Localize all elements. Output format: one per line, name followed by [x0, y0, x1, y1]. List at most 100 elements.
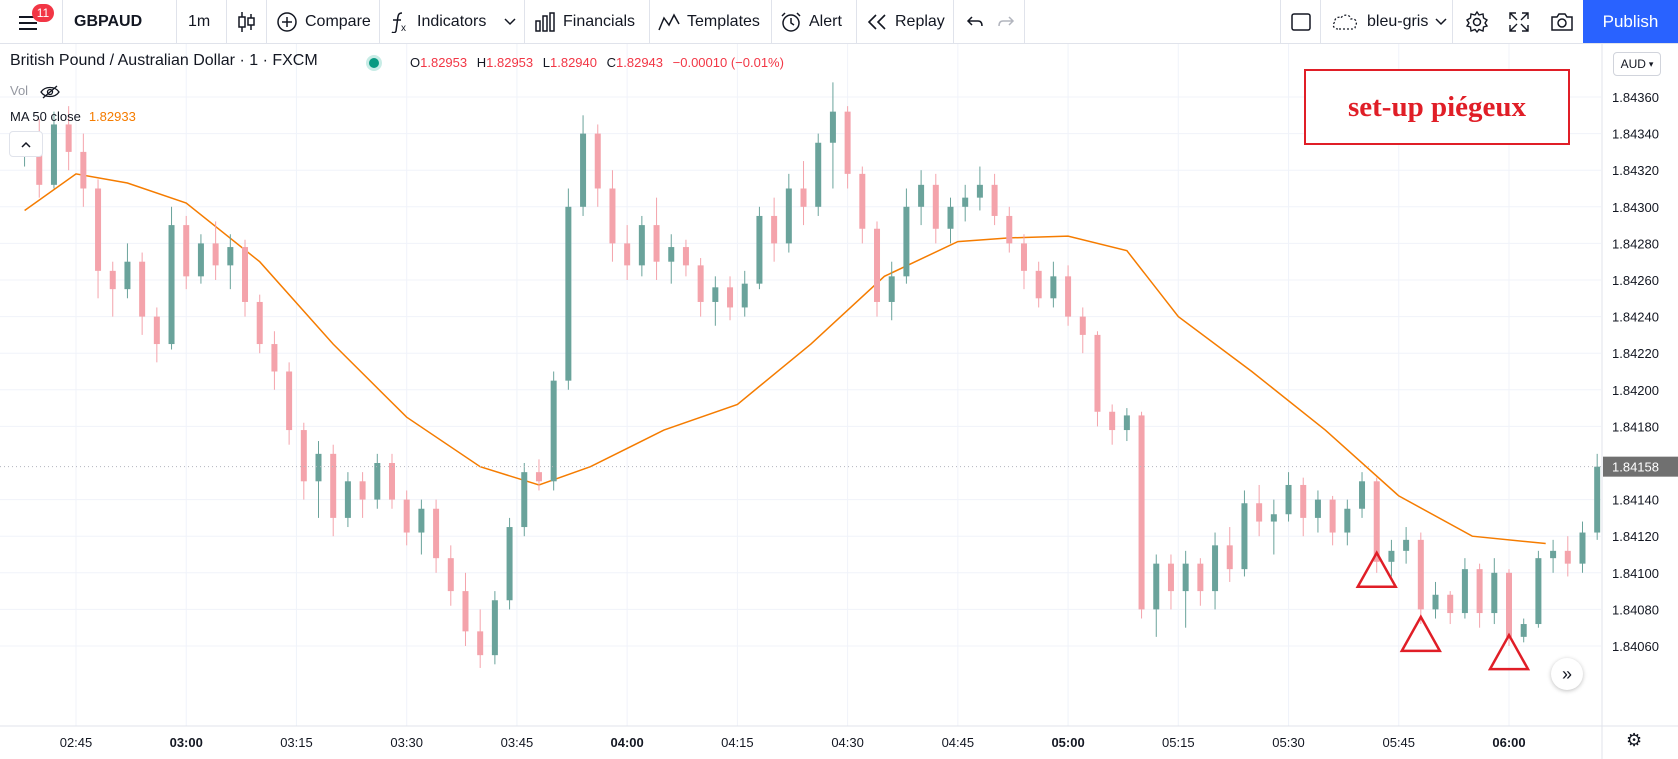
candle-body	[580, 133, 587, 207]
indicators-dropdown[interactable]	[500, 0, 520, 43]
candle-body	[1270, 514, 1277, 522]
candle-body	[1050, 276, 1057, 299]
market-status-dot[interactable]	[369, 58, 379, 68]
ma-indicator-legend[interactable]: MA 50 close 1.82933	[10, 109, 136, 124]
candle	[65, 106, 72, 171]
candle-body	[344, 481, 351, 518]
candle	[286, 362, 293, 445]
candle	[682, 239, 689, 277]
candle	[1535, 550, 1542, 628]
symbol-search[interactable]: GBPAUD	[74, 12, 143, 30]
candle	[1447, 591, 1454, 625]
candle-body	[1506, 572, 1512, 637]
chevron-down-icon	[504, 17, 516, 25]
candle	[95, 179, 102, 299]
high-label: H	[476, 55, 487, 70]
scroll-to-realtime-button[interactable]: »	[1551, 658, 1583, 690]
eye-off-icon[interactable]	[39, 85, 60, 99]
annotation-box[interactable]: set-up piégeux	[1304, 69, 1570, 145]
candle	[1109, 404, 1116, 445]
candle-body	[50, 124, 57, 185]
candle-body	[1006, 215, 1013, 244]
settings-button[interactable]	[1461, 0, 1493, 43]
open-value: 1.82953	[420, 55, 468, 70]
time-tick: 03:30	[390, 735, 423, 750]
candle-body	[859, 173, 866, 229]
candle-body	[109, 270, 116, 290]
compare-button[interactable]: Compare	[272, 0, 375, 43]
candle-body	[521, 472, 528, 528]
candle	[771, 197, 778, 262]
candle	[932, 173, 939, 244]
candle	[1123, 408, 1130, 442]
fullscreen-button[interactable]	[1504, 0, 1534, 43]
chevron-down-icon	[1435, 17, 1447, 25]
volume-indicator-label[interactable]: Vol	[10, 83, 60, 99]
alert-button[interactable]: Alert	[776, 0, 846, 43]
candle-body	[1417, 539, 1424, 610]
price-tick: 1.84300	[1612, 200, 1659, 215]
candle	[1300, 477, 1307, 537]
replay-button[interactable]: Replay	[862, 0, 949, 43]
candle	[1373, 477, 1380, 573]
candle	[785, 173, 792, 253]
collapse-legend-button[interactable]	[9, 131, 43, 157]
candle	[565, 188, 572, 390]
candle	[976, 166, 983, 211]
layout-selector[interactable]: bleu-gris	[1326, 0, 1451, 43]
candle-body	[800, 188, 807, 207]
snapshot-button[interactable]	[1546, 0, 1578, 43]
candle-body	[374, 463, 381, 500]
financials-button[interactable]: Financials	[530, 0, 639, 43]
candle-body	[227, 247, 234, 266]
candle	[1579, 521, 1586, 573]
candle	[271, 331, 278, 390]
candle	[1520, 618, 1527, 643]
indicators-button[interactable]: x Indicators	[386, 0, 490, 43]
redo-button[interactable]	[993, 0, 1019, 43]
axis-settings-gear-icon[interactable]: ⚙	[1626, 730, 1643, 750]
candle	[1476, 563, 1483, 628]
candle-body	[330, 453, 337, 518]
candle-body	[447, 558, 454, 592]
interval-button[interactable]: 1m	[188, 12, 211, 30]
candle	[506, 517, 513, 610]
candle-body	[1373, 481, 1380, 562]
select-tool-button[interactable]	[1286, 0, 1316, 43]
candle-body	[506, 527, 513, 601]
double-chevron-right-icon: »	[1561, 663, 1572, 684]
candle-body	[727, 287, 734, 308]
publish-button[interactable]: Publish	[1583, 0, 1678, 43]
candle	[697, 258, 704, 317]
chevron-down-icon: ▾	[1648, 58, 1654, 69]
candle-body	[624, 243, 631, 266]
price-chart[interactable]: 1.84360 1.84340 1.84320 1.84300 1.84280 1.842…	[0, 44, 1678, 759]
indicators-label: Indicators	[417, 12, 487, 30]
candle	[594, 124, 601, 207]
candle-body	[1520, 624, 1527, 637]
candle	[756, 206, 763, 290]
candle-body	[1167, 563, 1174, 592]
symbol-legend-title[interactable]: British Pound / Australian Dollar · 1 · …	[10, 52, 318, 69]
candle-body	[829, 111, 836, 143]
candle-body	[771, 215, 778, 244]
menu-button[interactable]	[14, 0, 44, 43]
undo-button[interactable]	[962, 0, 988, 43]
chart-type-button[interactable]	[232, 0, 260, 43]
candles	[21, 82, 1601, 668]
replay-label: Replay	[895, 12, 945, 30]
ma-value: 1.82933	[88, 109, 136, 124]
candle	[1388, 539, 1395, 577]
time-tick: 05:00	[1051, 735, 1084, 750]
cloud-icon	[1332, 13, 1358, 30]
currency-selector[interactable]: AUD ▾	[1613, 52, 1661, 76]
candle	[844, 106, 851, 189]
candle-body	[1476, 569, 1483, 614]
price-tick: 1.84260	[1612, 273, 1659, 288]
candle	[741, 270, 748, 317]
candle	[1359, 472, 1366, 518]
candle-body	[1550, 550, 1557, 559]
candle-body	[1109, 411, 1116, 431]
fullscreen-icon	[1509, 11, 1529, 32]
templates-button[interactable]: Templates	[654, 0, 764, 43]
